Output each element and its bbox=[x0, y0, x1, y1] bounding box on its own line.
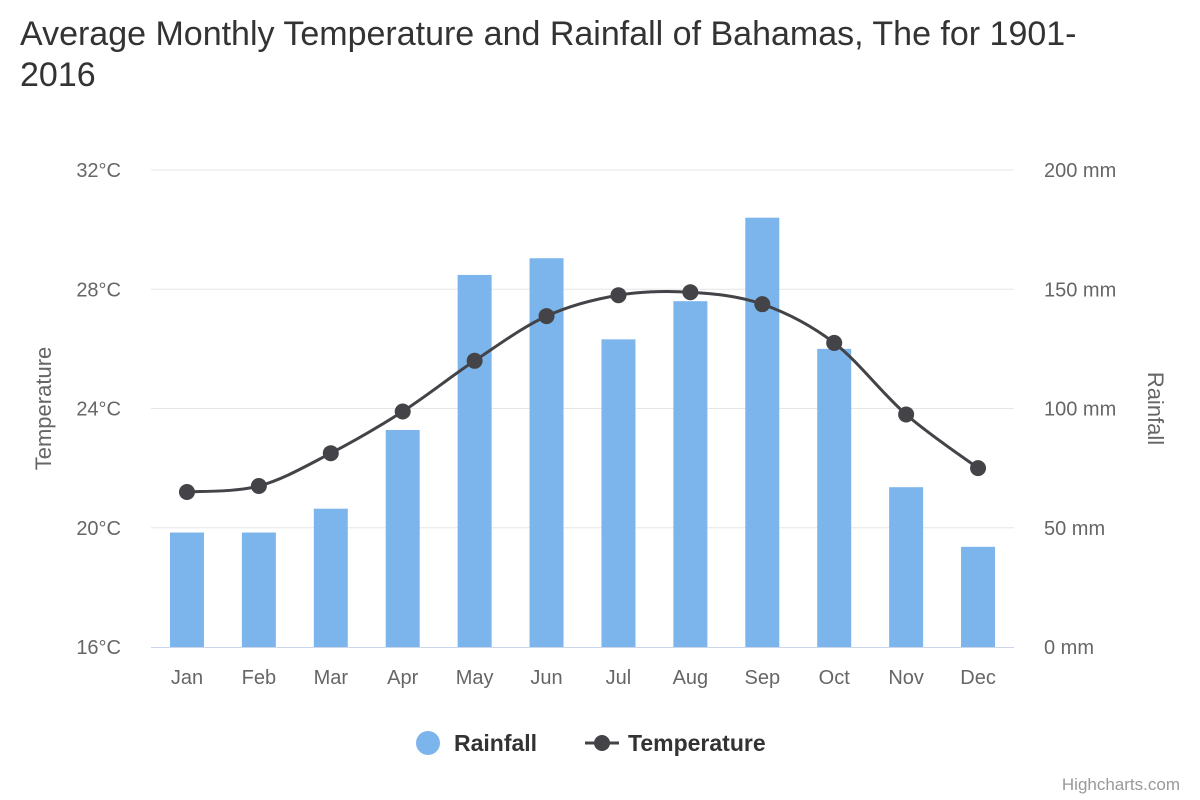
temperature-marker[interactable] bbox=[466, 352, 483, 369]
rainfall-bar[interactable] bbox=[457, 274, 492, 647]
y-left-tick-label: 32°C bbox=[76, 160, 121, 182]
x-tick-label: Feb bbox=[242, 667, 276, 689]
legend-rainfall-symbol bbox=[416, 731, 440, 755]
temperature-marker[interactable] bbox=[250, 478, 267, 495]
temperature-marker[interactable] bbox=[970, 460, 987, 477]
rainfall-bar[interactable] bbox=[745, 217, 780, 647]
rainfall-bar[interactable] bbox=[889, 487, 924, 647]
rainfall-bar[interactable] bbox=[961, 546, 996, 647]
rainfall-bar[interactable] bbox=[313, 508, 348, 647]
temperature-marker[interactable] bbox=[178, 483, 195, 500]
y-left-tick-label: 24°C bbox=[76, 399, 121, 421]
x-tick-label: Apr bbox=[387, 667, 418, 689]
legend-temperature-symbol bbox=[594, 735, 610, 751]
rainfall-bar[interactable] bbox=[169, 532, 204, 647]
x-tick-label: Nov bbox=[888, 667, 924, 689]
legend-temperature-label[interactable]: Temperature bbox=[628, 730, 766, 756]
y-right-tick-label: 50 mm bbox=[1044, 518, 1105, 540]
chart-title: Average Monthly Temperature and Rainfall… bbox=[20, 15, 1077, 94]
x-tick-label: Aug bbox=[673, 667, 709, 689]
rainfall-bar[interactable] bbox=[241, 532, 276, 647]
rainfall-bar[interactable] bbox=[601, 339, 636, 647]
temperature-marker[interactable] bbox=[538, 308, 555, 325]
credits-link[interactable]: Highcharts.com bbox=[1062, 775, 1180, 794]
rainfall-bar[interactable] bbox=[817, 348, 852, 647]
y-right-tick-label: 200 mm bbox=[1044, 160, 1116, 182]
y-right-tick-label: 0 mm bbox=[1044, 637, 1094, 659]
x-tick-label: May bbox=[456, 667, 494, 689]
rainfall-bar[interactable] bbox=[385, 429, 420, 647]
y-right-tick-label: 100 mm bbox=[1044, 399, 1116, 421]
y-right-tick-label: 150 mm bbox=[1044, 279, 1116, 301]
y-left-tick-label: 16°C bbox=[76, 637, 121, 659]
legend-rainfall-label[interactable]: Rainfall bbox=[454, 730, 537, 756]
temperature-marker[interactable] bbox=[898, 406, 915, 423]
x-tick-label: Jun bbox=[530, 667, 562, 689]
x-tick-label: Jul bbox=[606, 667, 632, 689]
temperature-marker[interactable] bbox=[394, 403, 411, 420]
x-tick-label: Mar bbox=[314, 667, 349, 689]
temperature-line bbox=[186, 289, 979, 494]
temperature-marker[interactable] bbox=[322, 445, 339, 462]
temperature-marker[interactable] bbox=[754, 296, 771, 313]
y-left-tick-label: 28°C bbox=[76, 279, 121, 301]
temperature-marker[interactable] bbox=[826, 334, 843, 351]
y-left-tick-label: 20°C bbox=[76, 518, 121, 540]
temperature-marker[interactable] bbox=[610, 287, 627, 304]
temperature-marker[interactable] bbox=[682, 284, 699, 301]
x-tick-label: Sep bbox=[744, 667, 780, 689]
x-tick-label: Jan bbox=[171, 667, 203, 689]
rainfall-bar[interactable] bbox=[673, 301, 708, 647]
y-right-axis-title: Rainfall bbox=[1143, 372, 1168, 445]
x-tick-label: Dec bbox=[960, 667, 996, 689]
x-tick-label: Oct bbox=[819, 667, 851, 689]
y-left-axis-title: Temperature bbox=[31, 347, 56, 471]
